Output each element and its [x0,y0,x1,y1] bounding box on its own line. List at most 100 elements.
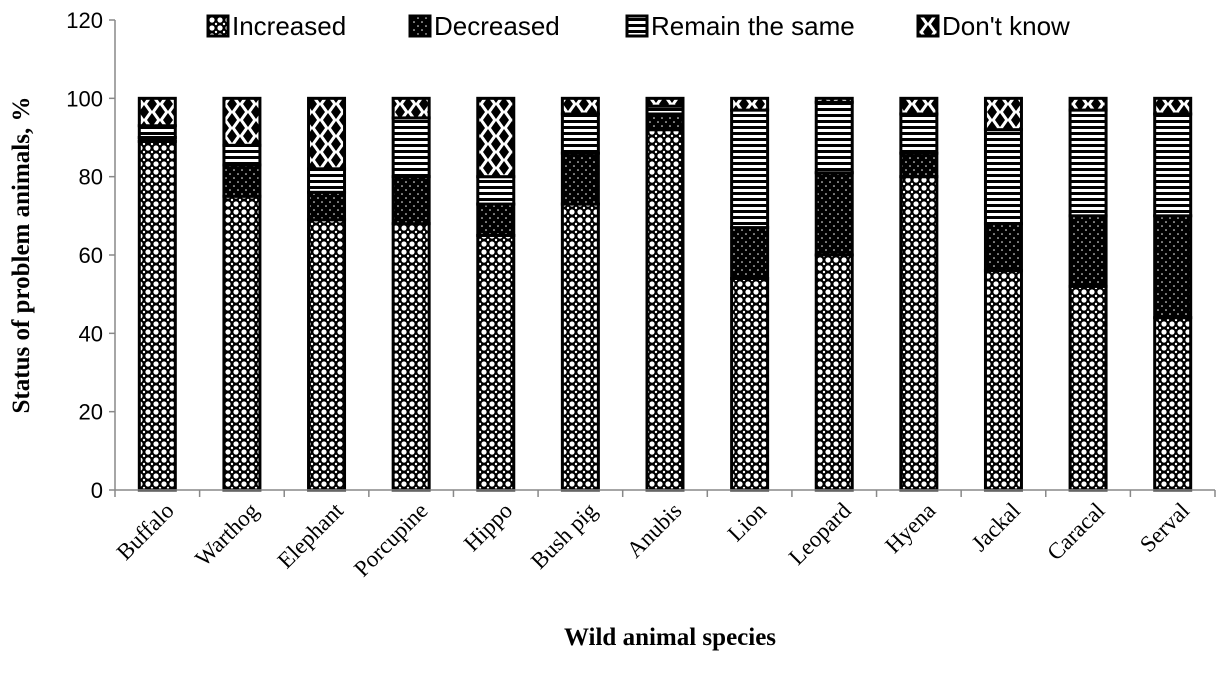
bar-stack [391,96,431,492]
bar-segment [1068,108,1108,218]
y-tick-label: 60 [79,243,103,268]
bar-segment [222,163,262,198]
x-tick-label: Anubis [622,498,687,563]
x-tick-label: Buffalo [112,498,179,565]
y-tick-label: 20 [79,400,103,425]
x-tick-label: Serval [1135,498,1194,557]
bar-segment [899,151,939,179]
bar-segment [560,151,600,206]
bar-segment [137,96,177,128]
bar-segment [730,277,770,492]
bar-stack [899,96,939,492]
bar-segment [814,96,854,104]
y-tick-label: 120 [66,8,103,33]
x-axis-title: Wild animal species [564,624,776,651]
y-tick-label: 0 [91,478,103,503]
legend-item: Increased [206,11,346,41]
bar-segment [222,143,262,167]
x-tick-label: Porcupine [349,498,433,582]
bar-stack [814,96,854,492]
bar-segment [222,194,262,492]
y-tick-label: 40 [79,321,103,346]
x-tick-label: Jackal [967,498,1025,556]
bar-segment [307,96,347,171]
bar-stack [307,96,347,492]
legend-swatch [206,14,230,38]
bar-segment [1153,316,1193,492]
bar-segment [814,171,854,257]
bar-segment [1068,96,1108,112]
bar-segment [645,112,685,132]
bar-stack [476,96,516,492]
bar-stack [1068,96,1108,492]
legend-label: Remain the same [651,11,855,41]
bar-segment [560,112,600,155]
bar-segment [137,124,177,139]
bar-segment [1153,96,1193,116]
x-tick-label: Leopard [784,498,856,570]
bar-segment [899,112,939,155]
bar-segment [476,96,516,179]
bar-stack [730,96,770,492]
bars [137,96,1193,492]
bar-stack [645,96,685,492]
bar-segment [1153,214,1193,320]
x-tick-label: Hyena [880,498,940,558]
legend-label: Decreased [434,11,560,41]
bar-stack [137,96,177,492]
y-axis-title: Status of problem animals, % [8,97,35,414]
bar-stack [983,96,1023,492]
legend-item: Don't know [916,11,1070,41]
x-tick-label: Caracal [1042,498,1109,565]
legend-item: Decreased [408,11,560,41]
bar-segment [1153,112,1193,218]
bar-segment [391,175,431,226]
legend-item: Remain the same [625,11,855,41]
bar-segment [137,139,177,492]
bar-segment [814,100,854,175]
bar-segment [1068,284,1108,492]
bar-segment [391,222,431,492]
bar-segment [645,128,685,492]
bar-segment [730,226,770,280]
bar-segment [983,96,1023,132]
y-tick-label: 80 [79,165,103,190]
bar-segment [307,218,347,492]
legend-swatch [625,14,649,38]
bar-stack [1153,96,1193,492]
x-tick-label: Bush pig [526,498,602,574]
x-tick-label: Hippo [459,498,517,556]
y-tick-label: 100 [66,86,103,111]
y-axis: 0 20 40 60 80 100 120 [66,8,116,503]
legend: Increased Decreased Remain the same Don't k… [206,11,1070,41]
bar-segment [983,269,1023,492]
x-tick-label: Lion [723,498,772,547]
bar-segment [814,253,854,492]
bar-segment [730,108,770,230]
legend-swatch [916,14,940,38]
bar-segment [730,96,770,112]
bar-segment [645,96,685,108]
bar-segment [476,233,516,492]
legend-swatch [408,14,432,38]
bar-segment [560,202,600,492]
bar-segment [476,175,516,206]
bar-segment [983,222,1023,273]
x-tick-label: Elephant [273,497,349,573]
bar-stack [222,96,262,492]
bar-segment [983,128,1023,226]
bar-segment [899,96,939,116]
bar-segment [307,167,347,194]
bar-segment [899,175,939,492]
bar-segment [476,202,516,237]
x-axis: Buffalo Warthog Elephant Porcupine Hippo Bush… [112,489,1216,582]
bar-segment [307,190,347,222]
legend-label: Increased [232,11,346,41]
bar-segment [222,96,262,147]
bar-segment [391,96,431,120]
bar-segment [560,96,600,116]
legend-label: Don't know [942,11,1070,41]
x-tick-label: Warthog [190,498,264,572]
bar-segment [1068,214,1108,288]
